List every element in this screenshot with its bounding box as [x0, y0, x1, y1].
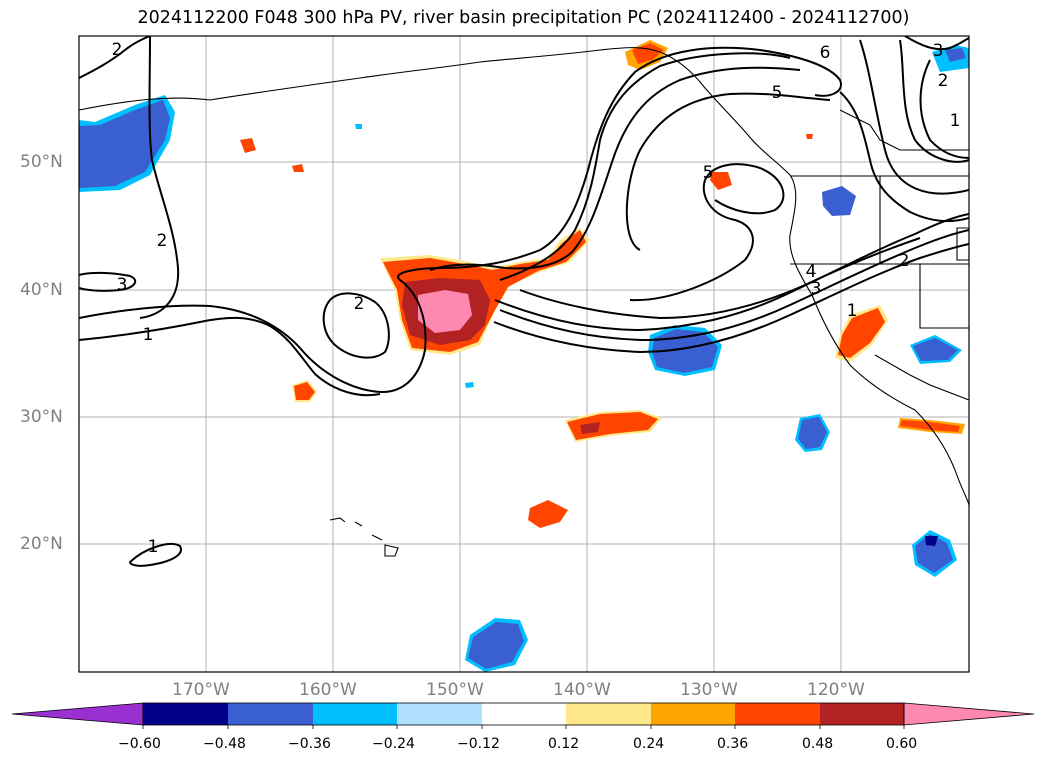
precip-orange-south — [240, 40, 965, 528]
precip-orange-central — [380, 228, 590, 355]
lon-label: 160°W — [299, 680, 357, 700]
colorbar-tick-label: −0.12 — [457, 736, 500, 752]
colorbar-tick-label: −0.24 — [372, 736, 415, 752]
colorbar-tick-label: −0.60 — [118, 736, 161, 752]
colorbar-tick-label: 0.36 — [717, 736, 749, 752]
contour-label: 6 — [820, 43, 831, 63]
plot-area — [79, 36, 969, 672]
contour-label: 3 — [117, 275, 128, 295]
colorbar-tick-label: 0.60 — [886, 736, 918, 752]
contour-label: 4 — [806, 262, 817, 282]
colorbar-swatch — [482, 703, 566, 725]
lat-label: 30°N — [20, 407, 63, 427]
precip-blue-small — [355, 45, 969, 672]
colorbar-swatch — [651, 703, 735, 725]
contour-label: 3 — [933, 41, 944, 61]
colorbar-tick-label: 0.48 — [802, 736, 834, 752]
colorbar-extend-low — [11, 702, 144, 726]
colorbar-tick-label: −0.36 — [288, 736, 331, 752]
contour-label: 1 — [148, 537, 159, 557]
colorbar-tick-label: 0.24 — [633, 736, 665, 752]
contour-label: 2 — [112, 40, 123, 60]
lat-label: 40°N — [20, 280, 63, 300]
lon-label: 120°W — [807, 680, 865, 700]
lon-label: 170°W — [172, 680, 230, 700]
map-title: 2024112200 F048 300 hPa PV, river basin … — [137, 8, 910, 28]
colorbar — [11, 702, 1035, 729]
pv-contours — [79, 36, 969, 567]
lat-label: 20°N — [20, 534, 63, 554]
contour-label: 2 — [938, 71, 949, 91]
contour-label: 2 — [899, 251, 910, 271]
precip-blue-offshore — [648, 325, 722, 376]
contour-label: 1 — [143, 325, 154, 345]
contour-label: 5 — [772, 83, 783, 103]
lat-label: 50°N — [20, 152, 63, 172]
colorbar-swatch — [143, 703, 228, 725]
lon-label: 130°W — [680, 680, 738, 700]
contour-label: 2 — [354, 294, 365, 314]
colorbar-swatch — [313, 703, 397, 725]
contour-label: 1 — [847, 301, 858, 321]
colorbar-extend-high — [903, 702, 1035, 726]
gridlines — [79, 36, 969, 672]
colorbar-tick-label: 0.12 — [548, 736, 580, 752]
coastlines — [79, 47, 969, 557]
colorbar-swatch — [735, 703, 820, 725]
colorbar-swatch — [566, 703, 651, 725]
contour-label: 1 — [950, 111, 961, 131]
precip-orange-coast — [835, 305, 888, 362]
precip-blue-northwest — [79, 95, 175, 192]
lon-label: 140°W — [553, 680, 611, 700]
colorbar-tick-label: −0.48 — [203, 736, 246, 752]
contour-label: 5 — [703, 163, 714, 183]
contour-label: 3 — [811, 279, 822, 299]
contour-label: 2 — [157, 231, 168, 251]
contour-labels: 2 3 2 1 2 1 5 5 6 3 2 1 4 3 2 1 1 — [112, 40, 961, 557]
colorbar-swatch — [397, 703, 482, 725]
colorbar-swatch — [228, 703, 313, 725]
colorbar-swatch — [820, 703, 904, 725]
lon-label: 150°W — [426, 680, 484, 700]
plot-frame — [78, 35, 970, 673]
